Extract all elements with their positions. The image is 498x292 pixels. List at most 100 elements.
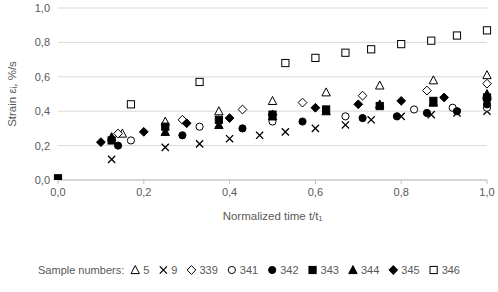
legend-label: 342 [280,264,298,276]
y-tick-label: 0,0 [35,174,50,186]
x-tick [143,180,144,184]
x-tick-label: 0,2 [136,186,151,198]
point [182,119,191,128]
grid-line [58,8,487,9]
y-tick-label: 0,2 [35,140,50,152]
chart: 0,00,20,40,60,81,00,00,20,40,60,81,0Norm… [0,0,498,292]
point [256,132,263,139]
point [483,79,492,88]
legend-label: 9 [171,264,177,276]
point [483,71,491,79]
point [410,106,417,113]
point [97,138,106,147]
point [354,100,363,109]
point [226,135,233,142]
point [398,41,405,48]
x-axis-line [58,180,487,181]
point [196,123,203,130]
point [299,118,306,125]
legend-marker [160,266,167,273]
point [196,78,203,85]
point [423,86,432,95]
point [483,95,492,104]
point [440,93,449,102]
point [215,121,223,129]
y-tick-label: 0,8 [35,36,50,48]
point [342,49,349,56]
point [342,121,349,128]
point [238,105,247,114]
point [107,133,115,141]
point [312,125,319,132]
legend-marker [131,266,139,274]
x-axis-title: Normalized time t/t₁ [223,210,323,222]
legend-label: 339 [199,264,217,276]
point [359,114,366,121]
x-tick [229,180,230,184]
grid-line [58,76,487,77]
point [215,107,223,115]
grid-line [58,145,487,146]
grid-line [58,180,487,181]
legend-label: 341 [240,264,258,276]
point [322,107,330,115]
point [376,100,384,108]
point [162,144,169,151]
point [322,88,330,96]
point [298,98,307,107]
y-tick-label: 1,0 [35,2,50,14]
point [428,37,435,44]
point [429,76,437,84]
point [393,113,400,120]
x-tick-label: 1,0 [479,186,494,198]
legend-label: 343 [321,264,339,276]
point [196,140,203,147]
point [225,114,234,123]
points [54,27,491,180]
point [127,101,134,108]
point [282,128,289,135]
point [239,125,246,132]
point [161,127,169,135]
x-tick-label: 0,8 [394,186,409,198]
point [453,108,460,115]
point [311,103,320,112]
point [397,96,406,105]
point [368,46,375,53]
x-tick-label: 0,0 [50,186,65,198]
point [54,175,61,180]
legend-label: 346 [442,264,460,276]
point [368,116,375,123]
x-tick [315,180,316,184]
point [282,59,289,66]
y-axis-title: Strain εᵢ, %/s [6,61,18,127]
legend-title: Sample numbers: [38,264,124,276]
point [376,81,384,89]
point [139,127,148,136]
legend-marker [187,266,196,275]
point [108,156,115,163]
y-tick-label: 0,6 [35,71,50,83]
point [483,27,490,34]
legend-label: 344 [361,264,379,276]
point [429,98,437,106]
grid-line [58,42,487,43]
legend-marker [389,266,398,275]
x-tick [487,180,488,184]
point [358,91,367,100]
legend-marker [349,266,357,274]
legend-marker [228,266,235,273]
point [453,32,460,39]
point [268,110,277,119]
x-tick-label: 0,4 [222,186,237,198]
legend-marker [309,266,316,273]
point [269,111,276,118]
point [127,137,134,144]
point [179,132,186,139]
y-tick-label: 0,4 [35,105,50,117]
point [268,96,276,104]
x-tick [401,180,402,184]
legend-marker [430,266,437,273]
legend-marker [269,266,276,273]
legend-label: 345 [401,264,419,276]
